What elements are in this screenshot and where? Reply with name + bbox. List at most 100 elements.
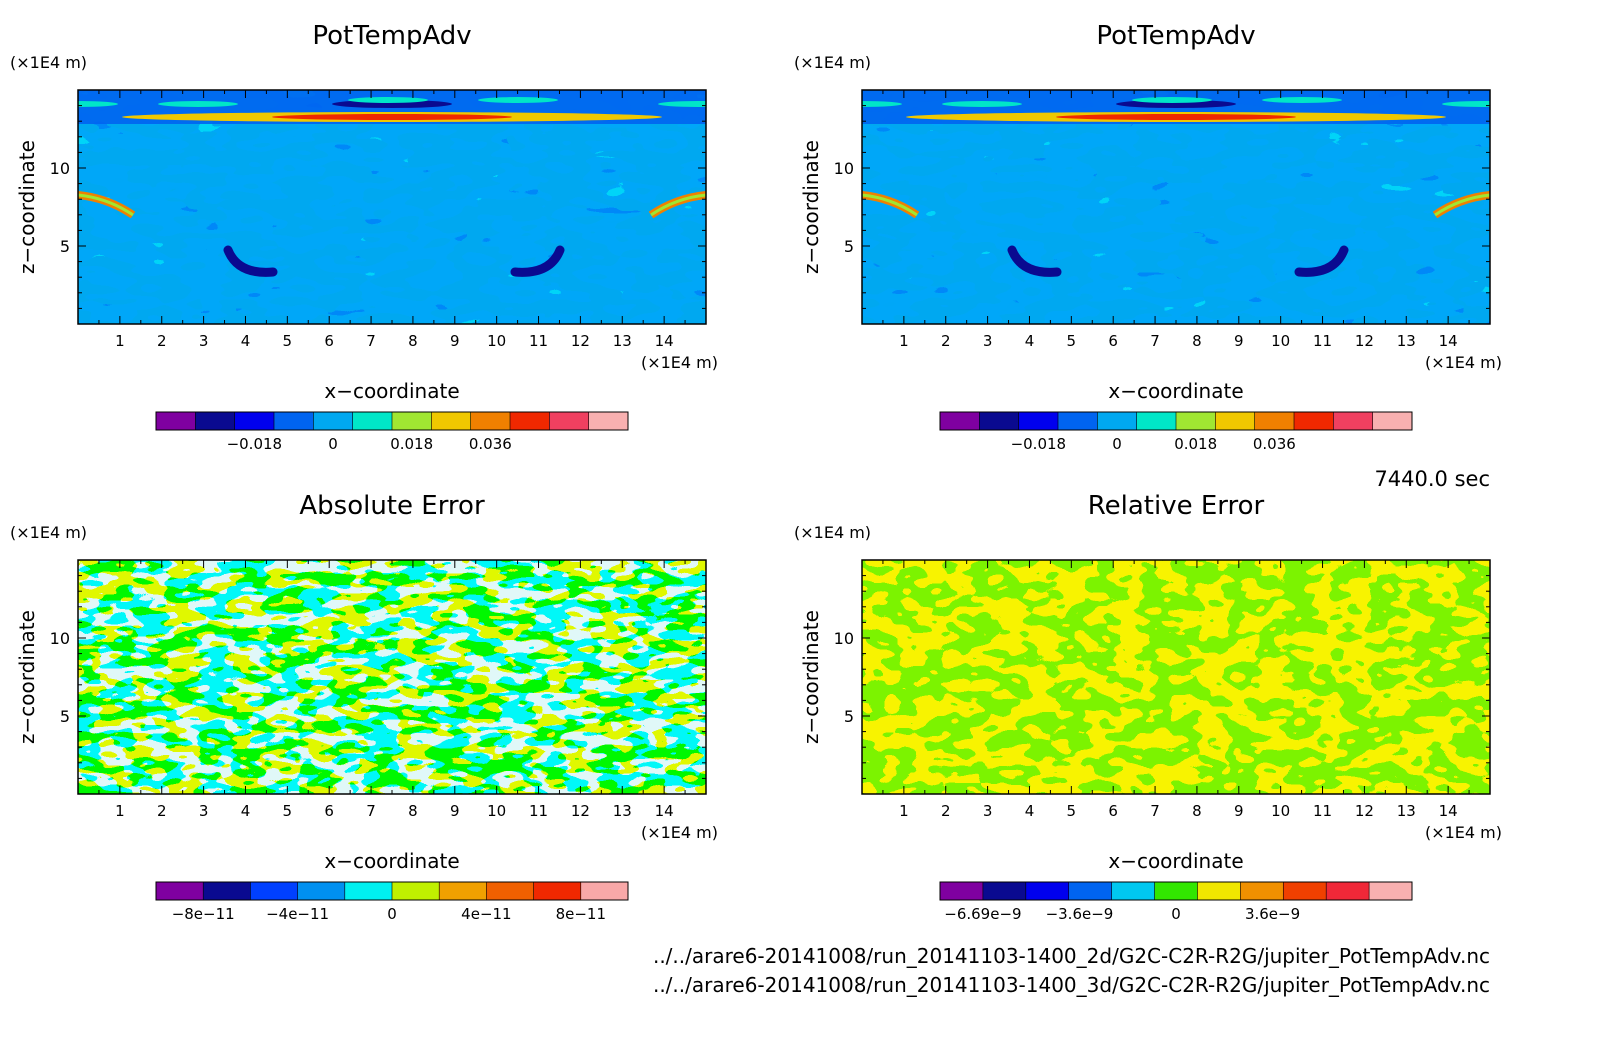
- chart-panel-4: Relative Error (×1E4 m) (×1E4 m) x−coordina…: [794, 491, 1502, 923]
- y-unit-label: (×1E4 m): [10, 53, 87, 72]
- x-tick-label: 12: [1355, 802, 1374, 820]
- colorbar-tick-label: 3.6e−9: [1245, 905, 1300, 923]
- colorbar-swatch: [195, 412, 236, 430]
- colorbar-swatch: [1294, 412, 1334, 430]
- colorbar-swatch: [470, 412, 511, 430]
- contour-field: [78, 90, 706, 324]
- time-label: 7440.0 sec: [1374, 467, 1490, 491]
- vortex-right: [1294, 245, 1349, 277]
- x-tick-label: 10: [487, 802, 506, 820]
- x-tick-label: 2: [941, 332, 951, 350]
- x-tick-label: 8: [408, 332, 418, 350]
- vortex-left: [223, 245, 278, 277]
- chart-panel-3: Absolute Error (×1E4 m) (×1E4 m) x−coordina…: [10, 491, 718, 923]
- y-tick-label: 10: [834, 159, 854, 178]
- colorbar-tick-label: 0.036: [1253, 435, 1296, 453]
- colorbar-swatch: [1215, 412, 1256, 430]
- chart-panel-1: PotTempAdv (×1E4 m) (×1E4 m) x−coordinate z−…: [10, 21, 718, 453]
- y-tick-label: 10: [50, 159, 70, 178]
- x-tick-label: 2: [941, 802, 951, 820]
- colorbar-swatch: [156, 882, 204, 900]
- colorbar-swatch: [1058, 412, 1098, 430]
- x-axis-label: x−coordinate: [1108, 849, 1243, 873]
- x-tick-label: 2: [157, 802, 167, 820]
- x-tick-label: 10: [487, 332, 506, 350]
- y-unit-label: (×1E4 m): [794, 523, 871, 542]
- file-path-1: ../../arare6-20141008/run_20141103-1400_…: [653, 944, 1490, 968]
- x-tick-label: 14: [655, 332, 674, 350]
- colorbar-swatch: [1136, 412, 1177, 430]
- x-axis-label: x−coordinate: [324, 849, 459, 873]
- y-axis-label: z−coordinate: [15, 610, 39, 744]
- side-arc-left-core: [862, 193, 918, 217]
- y-axis-label: z−coordinate: [799, 140, 823, 274]
- x-tick-label: 7: [366, 332, 376, 350]
- x-tick-label: 3: [983, 332, 993, 350]
- colorbar-tick-label: −4e−11: [266, 905, 329, 923]
- jet-streak: [942, 101, 1022, 107]
- colorbar-swatch: [940, 882, 984, 900]
- x-tick-label: 9: [1234, 802, 1244, 820]
- x-tick-label: 13: [613, 802, 632, 820]
- colorbar-swatch: [313, 412, 354, 430]
- colorbar-swatch: [352, 412, 393, 430]
- y-tick-label: 5: [60, 707, 70, 726]
- y-tick-label: 10: [834, 629, 854, 648]
- x-tick-label: 8: [408, 802, 418, 820]
- colorbar-tick-label: 0: [1171, 905, 1181, 923]
- chart-panel-2: PotTempAdv (×1E4 m) (×1E4 m) x−coordinate z−…: [794, 21, 1502, 453]
- colorbar-tick-label: 0: [328, 435, 338, 453]
- x-unit-label: (×1E4 m): [641, 823, 718, 842]
- x-tick-label: 11: [529, 802, 548, 820]
- x-tick-label: 13: [1397, 332, 1416, 350]
- vortex-left: [1007, 245, 1062, 277]
- jet-streak: [348, 97, 428, 103]
- colorbar-swatch: [344, 882, 393, 900]
- field-pattern: [862, 560, 1490, 794]
- jet-streak: [158, 101, 238, 107]
- x-tick-label: 9: [1234, 332, 1244, 350]
- colorbar-swatch: [203, 882, 251, 900]
- colorbar-swatch: [580, 882, 629, 900]
- y-unit-label: (×1E4 m): [10, 523, 87, 542]
- x-tick-label: 9: [450, 332, 460, 350]
- jet-streak: [478, 97, 558, 103]
- colorbar-swatch: [439, 882, 487, 900]
- colorbar-swatch: [979, 412, 1020, 430]
- x-tick-label: 6: [324, 332, 334, 350]
- x-tick-label: 1: [899, 802, 909, 820]
- jet-streak: [1132, 97, 1212, 103]
- colorbar-swatch: [392, 412, 432, 430]
- colorbar-tick-label: 0.036: [469, 435, 512, 453]
- x-tick-label: 12: [571, 802, 590, 820]
- x-tick-label: 11: [529, 332, 548, 350]
- x-tick-label: 10: [1271, 332, 1290, 350]
- colorbar-swatch: [588, 412, 629, 430]
- colorbar-tick-label: −6.69e−9: [944, 905, 1021, 923]
- colorbar: −8e−11 −4e−11 0 4e−11 8e−11: [155, 881, 629, 923]
- x-tick-label: 8: [1192, 802, 1202, 820]
- jet-streak: [1442, 101, 1490, 107]
- jet-streak: [1262, 97, 1342, 103]
- x-tick-label: 3: [199, 802, 209, 820]
- x-tick-label: 12: [571, 332, 590, 350]
- field-pattern: [78, 90, 706, 324]
- colorbar-tick-label: −3.6e−9: [1046, 905, 1114, 923]
- colorbar-swatch: [1025, 882, 1070, 900]
- colorbar-swatch: [297, 882, 346, 900]
- x-tick-label: 11: [1313, 802, 1332, 820]
- contour-field: [862, 90, 1490, 324]
- y-axis-label: z−coordinate: [799, 610, 823, 744]
- x-tick-label: 1: [899, 332, 909, 350]
- x-unit-label: (×1E4 m): [1425, 823, 1502, 842]
- colorbar-swatch: [431, 412, 472, 430]
- x-tick-label: 4: [1025, 332, 1035, 350]
- colorbar-swatch: [1176, 412, 1216, 430]
- colorbar-swatch: [1333, 412, 1374, 430]
- x-tick-label: 10: [1271, 802, 1290, 820]
- colorbar-swatch: [392, 882, 440, 900]
- colorbar-swatch: [1068, 882, 1113, 900]
- jet-core-max: [272, 114, 512, 120]
- colorbar-tick-label: 0.018: [1174, 435, 1217, 453]
